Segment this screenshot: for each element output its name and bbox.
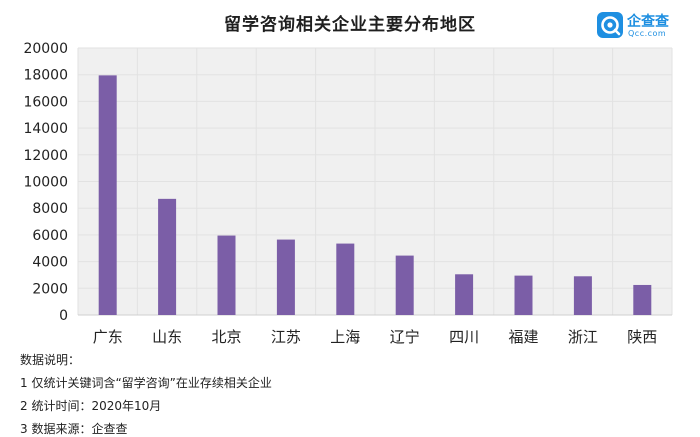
notes-line-1: 1 仅统计关键词含“留学咨询”在业存续相关企业: [20, 376, 272, 390]
bar: [455, 274, 474, 315]
qcc-logo: 企查查 Qcc.com: [597, 10, 693, 42]
bar: [158, 198, 177, 315]
bar: [217, 235, 236, 315]
x-tick-label: 陕西: [627, 328, 657, 346]
x-tick-label: 广东: [93, 328, 123, 346]
y-tick-label: 16000: [23, 94, 68, 110]
y-tick-label: 18000: [23, 68, 68, 84]
y-tick-label: 6000: [32, 228, 68, 244]
bar: [276, 239, 295, 315]
qcc-logo-domain: Qcc.com: [628, 29, 667, 38]
y-tick-label: 2000: [32, 281, 68, 297]
x-tick-label: 福建: [508, 328, 538, 346]
notes-line-3: 3 数据来源：企查查: [20, 422, 128, 436]
x-tick-label: 上海: [330, 328, 360, 346]
x-tick-label: 浙江: [568, 328, 598, 346]
y-tick-label: 14000: [23, 121, 68, 137]
bar: [573, 276, 592, 315]
y-tick-label: 0: [59, 308, 68, 324]
notes-line-2: 2 统计时间：2020年10月: [20, 399, 162, 413]
qcc-logo-icon: [597, 12, 623, 38]
x-tick-label: 辽宁: [390, 328, 420, 346]
y-tick-label: 8000: [32, 201, 68, 217]
y-tick-label: 12000: [23, 148, 68, 164]
chart-title: 留学咨询相关企业主要分布地区: [224, 15, 476, 35]
x-tick-label: 四川: [449, 328, 479, 346]
notes-heading: 数据说明：: [20, 353, 81, 367]
x-tick-label: 江苏: [271, 328, 301, 346]
bar: [98, 75, 117, 316]
x-tick-label: 北京: [211, 328, 241, 346]
qcc-logo-name: 企查查: [627, 14, 669, 30]
x-tick-label: 山东: [152, 328, 182, 346]
y-tick-label: 10000: [23, 175, 68, 191]
bar: [395, 255, 414, 315]
bar: [633, 284, 652, 315]
y-tick-label: 20000: [23, 41, 68, 57]
bar: [514, 275, 533, 315]
y-tick-label: 4000: [32, 255, 68, 271]
bar: [336, 243, 355, 315]
